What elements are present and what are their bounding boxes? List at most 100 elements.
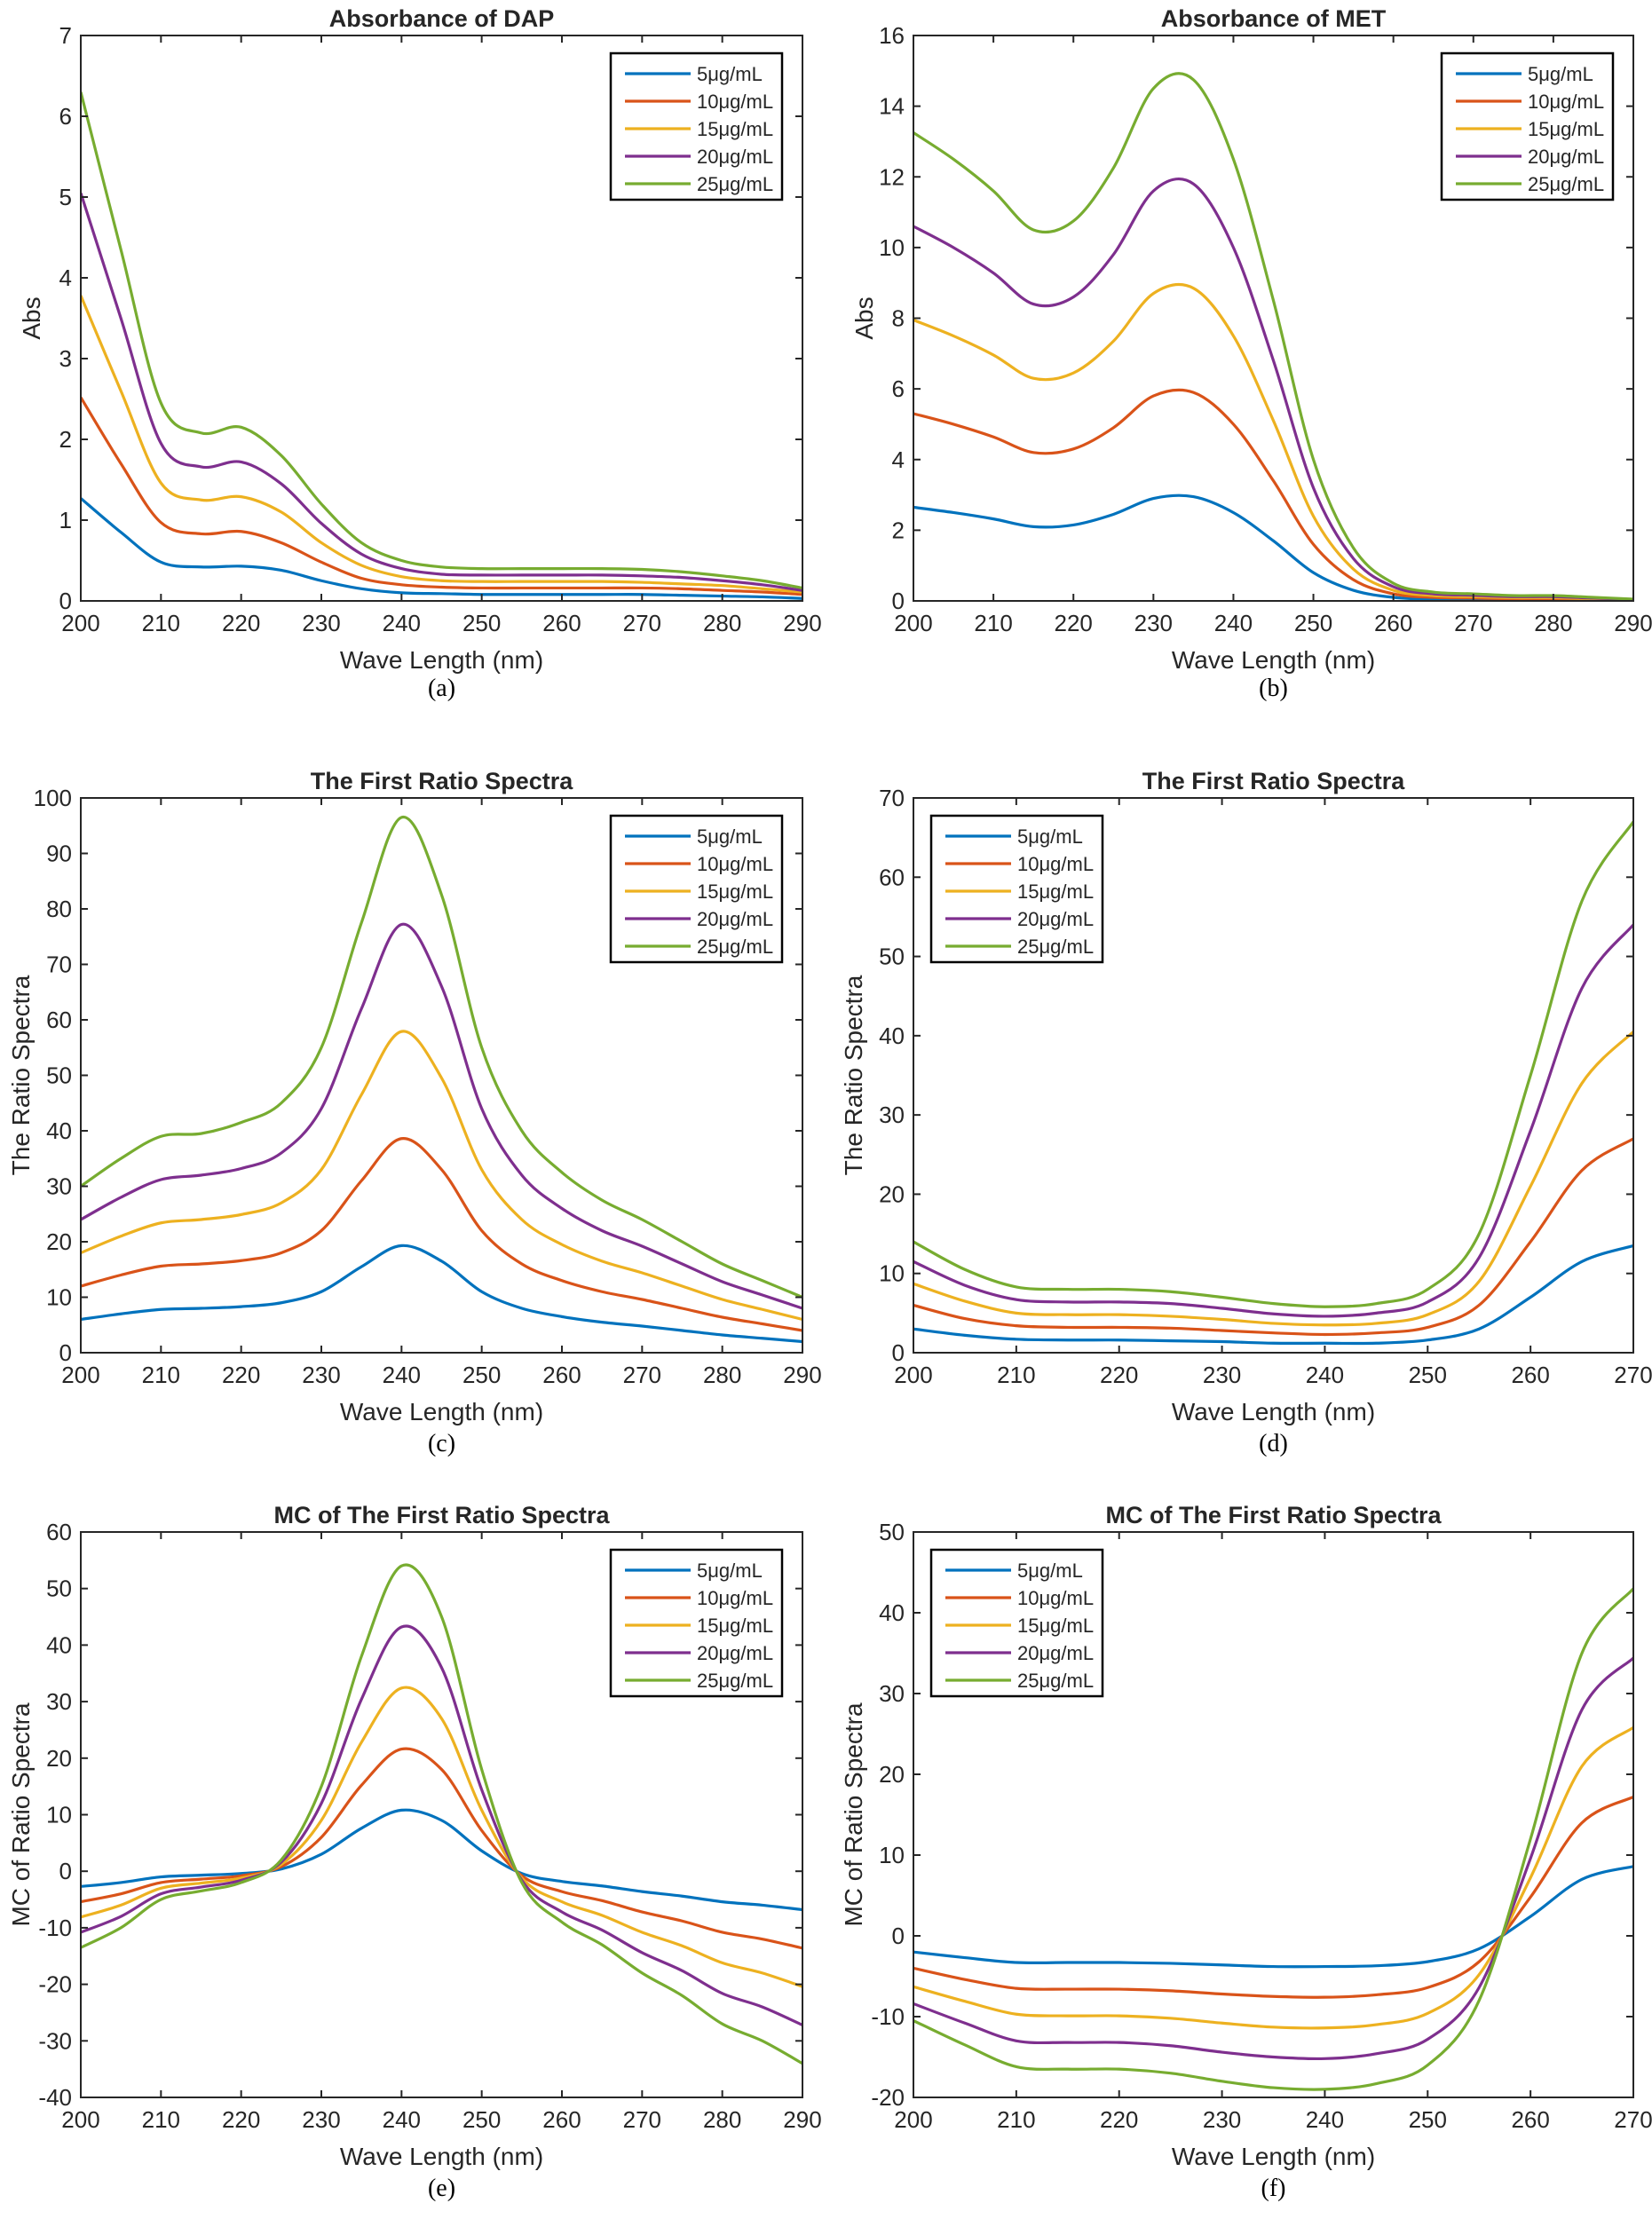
y-tick-label: 40 bbox=[46, 1117, 72, 1144]
x-tick-label: 260 bbox=[1511, 1362, 1549, 1388]
x-tick-label: 250 bbox=[1409, 2106, 1447, 2133]
series-line bbox=[913, 1137, 1633, 1337]
x-tick-label: 280 bbox=[703, 610, 741, 636]
legend-label: 20μg/mL bbox=[1017, 908, 1094, 930]
chart-title: The First Ratio Spectra bbox=[311, 768, 574, 794]
legend: 5μg/mL 10μg/mL 15μg/mL 20μg/mL 25μg/mL bbox=[609, 814, 784, 964]
y-tick-label: 70 bbox=[46, 952, 72, 978]
panel-caption: (c) bbox=[428, 1430, 455, 1457]
axes-box bbox=[80, 35, 803, 602]
x-tick-label: 270 bbox=[1614, 1362, 1652, 1388]
chart-panel-f: 200 210 220 230 240 250 260 270 -20 -10 0 10 20 30 40 5… bbox=[840, 1502, 1652, 2202]
y-tick-label: 4 bbox=[892, 446, 905, 473]
y-tick-label: 60 bbox=[46, 1519, 72, 1545]
legend-label: 5μg/mL bbox=[697, 825, 763, 848]
legend-label: 10μg/mL bbox=[1017, 1587, 1094, 1609]
y-tick-label: -30 bbox=[38, 2027, 72, 2054]
panel-caption: (f) bbox=[1261, 2175, 1286, 2202]
x-tick-label: 270 bbox=[623, 1362, 661, 1388]
series-line bbox=[913, 494, 1633, 601]
series-line bbox=[913, 1796, 1633, 1999]
y-tick-label: 16 bbox=[879, 22, 905, 49]
legend-label: 25μg/mL bbox=[1528, 173, 1604, 195]
x-tick-label: 270 bbox=[1454, 610, 1492, 636]
y-tick-label: 0 bbox=[892, 588, 905, 614]
legend-label: 15μg/mL bbox=[1017, 880, 1094, 903]
x-tick-label: 230 bbox=[302, 1362, 340, 1388]
x-axis-label: Wave Length (nm) bbox=[340, 1398, 543, 1425]
x-tick-label: 210 bbox=[974, 610, 1012, 636]
series-line bbox=[913, 72, 1633, 601]
x-tick-label: 240 bbox=[1214, 610, 1253, 636]
panel-caption: (a) bbox=[428, 675, 455, 702]
y-tick-label: 50 bbox=[879, 1519, 905, 1545]
x-axis-label: Wave Length (nm) bbox=[340, 2143, 543, 2170]
y-axis-label: The Ratio Spectra bbox=[7, 975, 35, 1175]
legend: 5μg/mL 10μg/mL 15μg/mL 20μg/mL 25μg/mL bbox=[929, 1548, 1104, 1698]
x-tick-label: 210 bbox=[142, 610, 180, 636]
y-tick-label: 50 bbox=[46, 1062, 72, 1089]
x-tick-label: 210 bbox=[142, 1362, 180, 1388]
y-tick-label: 10 bbox=[46, 1802, 72, 1828]
legend: 5μg/mL 10μg/mL 15μg/mL 20μg/mL 25μg/mL bbox=[609, 1548, 784, 1698]
x-tick-label: 280 bbox=[1534, 610, 1572, 636]
series-line bbox=[81, 295, 802, 594]
y-tick-label: 30 bbox=[46, 1688, 72, 1715]
x-tick-label: 270 bbox=[1614, 2106, 1652, 2133]
y-tick-label: -20 bbox=[38, 1971, 72, 1998]
y-tick-label: 4 bbox=[59, 265, 72, 291]
x-tick-label: 220 bbox=[1100, 2106, 1138, 2133]
series-line bbox=[913, 923, 1633, 1318]
legend-label: 20μg/mL bbox=[697, 908, 773, 930]
series-line bbox=[81, 1244, 802, 1344]
x-tick-label: 260 bbox=[542, 2106, 581, 2133]
y-tick-label: 0 bbox=[59, 588, 72, 614]
y-tick-label: 5 bbox=[59, 184, 72, 210]
legend-label: 5μg/mL bbox=[1017, 1560, 1083, 1582]
chart-title: Absorbance of MET bbox=[1161, 5, 1387, 32]
legend-label: 5μg/mL bbox=[697, 1560, 763, 1582]
x-tick-label: 210 bbox=[997, 2106, 1035, 2133]
x-axis-label: Wave Length (nm) bbox=[340, 646, 543, 674]
series-line bbox=[81, 192, 802, 592]
series-line bbox=[81, 1030, 802, 1322]
x-tick-label: 260 bbox=[542, 1362, 581, 1388]
series-line bbox=[913, 1244, 1633, 1346]
y-tick-label: 8 bbox=[892, 305, 905, 332]
x-tick-label: 210 bbox=[997, 1362, 1035, 1388]
x-tick-label: 200 bbox=[894, 610, 932, 636]
chart-title: The First Ratio Spectra bbox=[1142, 768, 1406, 794]
y-tick-label: 30 bbox=[46, 1173, 72, 1200]
panel-caption: (e) bbox=[428, 2175, 455, 2202]
series-line bbox=[913, 1031, 1633, 1327]
legend-label: 25μg/mL bbox=[697, 1670, 773, 1692]
y-tick-label: 10 bbox=[46, 1284, 72, 1311]
series-line bbox=[81, 1563, 802, 2065]
x-tick-label: 240 bbox=[383, 2106, 421, 2133]
legend-box bbox=[609, 51, 784, 201]
x-tick-label: 230 bbox=[302, 610, 340, 636]
y-tick-label: 60 bbox=[879, 864, 905, 890]
y-tick-label: 60 bbox=[46, 1007, 72, 1033]
series-line bbox=[81, 1808, 802, 1912]
legend-label: 15μg/mL bbox=[697, 118, 773, 140]
x-tick-label: 250 bbox=[462, 610, 501, 636]
legend-box bbox=[929, 814, 1104, 964]
legend-label: 10μg/mL bbox=[697, 853, 773, 875]
panel-caption: (b) bbox=[1259, 675, 1288, 702]
x-tick-label: 240 bbox=[383, 610, 421, 636]
x-tick-label: 250 bbox=[1409, 1362, 1447, 1388]
x-tick-label: 200 bbox=[61, 610, 99, 636]
y-tick-label: -40 bbox=[38, 2084, 72, 2111]
legend: 5μg/mL 10μg/mL 15μg/mL 20μg/mL 25μg/mL bbox=[609, 51, 784, 201]
x-tick-label: 220 bbox=[222, 2106, 260, 2133]
series-line bbox=[81, 1686, 802, 1988]
y-tick-label: 0 bbox=[892, 1339, 905, 1366]
chart-panel-a: 200 210 220 230 240 250 260 270 280 290 0 1 2 3 4 5 6 7 Ab… bbox=[18, 5, 822, 702]
x-tick-label: 280 bbox=[703, 1362, 741, 1388]
series-line bbox=[81, 91, 802, 590]
y-tick-label: 20 bbox=[46, 1228, 72, 1255]
y-tick-label: 10 bbox=[879, 1260, 905, 1287]
legend-label: 10μg/mL bbox=[1017, 853, 1094, 875]
